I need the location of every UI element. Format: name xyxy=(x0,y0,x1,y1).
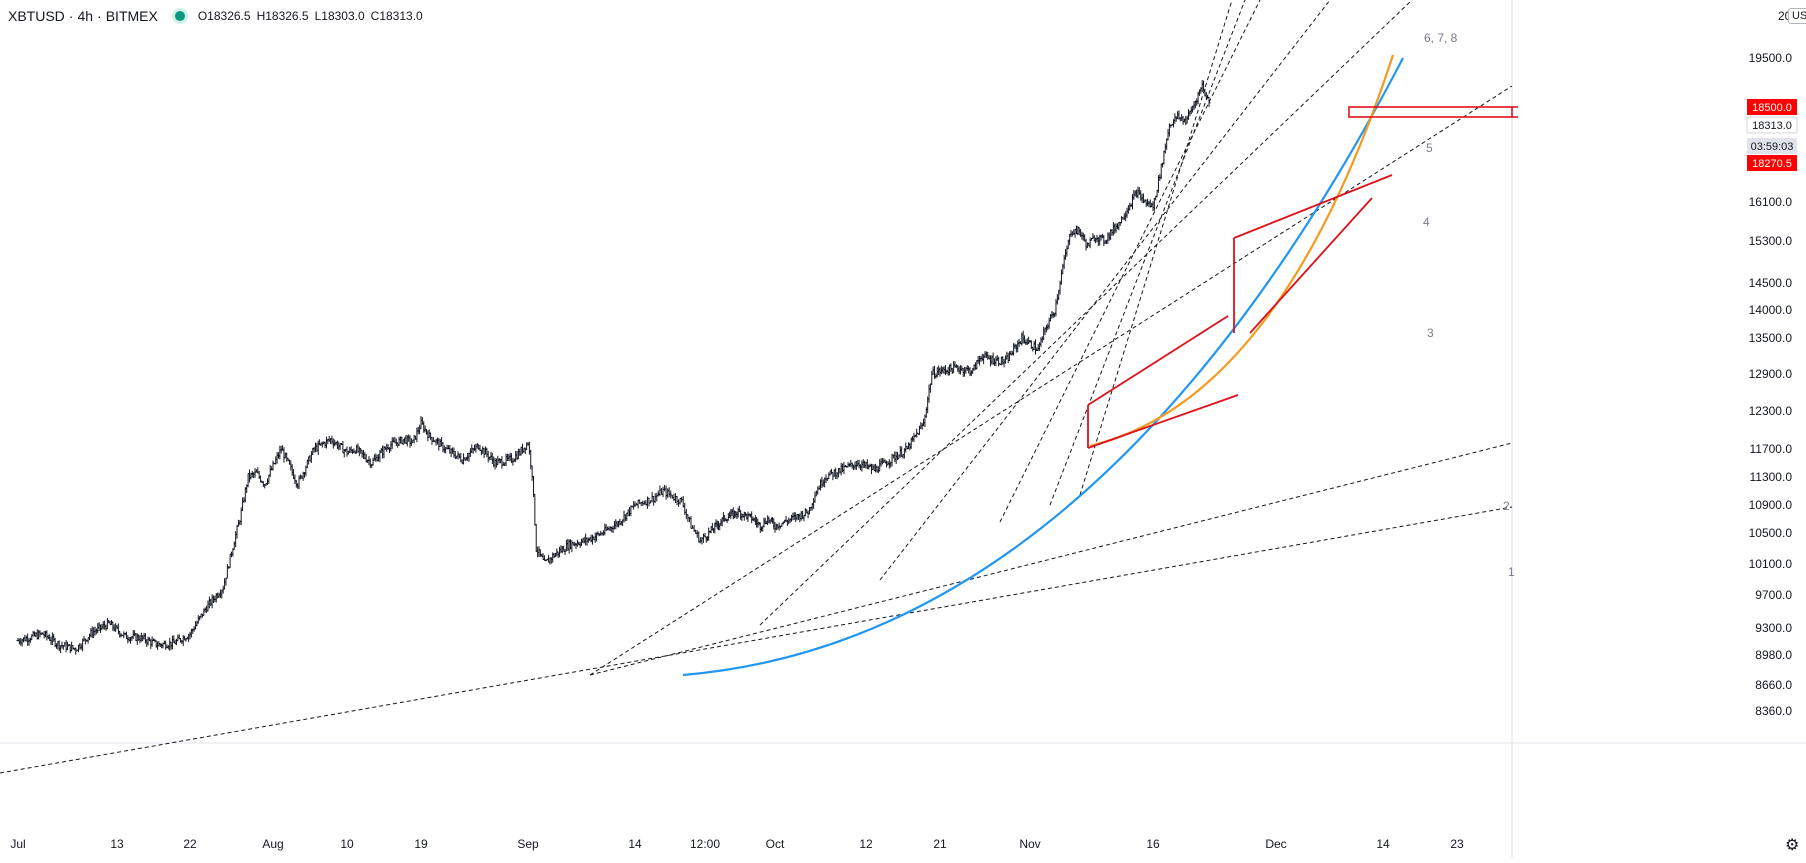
price-tick-label: 16100.0 xyxy=(1749,195,1793,209)
parabolic-arc-orange xyxy=(1089,54,1395,448)
price-tick-label: 8980.0 xyxy=(1755,648,1792,662)
price-badge xyxy=(1747,155,1797,171)
time-tick-label: Jul xyxy=(10,837,25,851)
candles-layer xyxy=(16,80,1211,655)
price-tick-label: 12900.0 xyxy=(1749,367,1793,381)
time-tick-label: 23 xyxy=(1450,837,1464,851)
price-tick-label: 9700.0 xyxy=(1755,588,1792,602)
time-tick-label: 19 xyxy=(414,837,428,851)
time-tick-label: 13 xyxy=(110,837,124,851)
price-badge-text: 18500.0 xyxy=(1752,102,1792,114)
fan-label: 3 xyxy=(1427,326,1434,340)
price-badges: 18500.0 18313.0 03:59:03 18270.5 xyxy=(1746,99,1798,171)
time-tick-label: 10 xyxy=(340,837,354,851)
fan-line-3 xyxy=(589,85,1513,676)
fan-line-6 xyxy=(999,0,1261,523)
price-tick-label: 14000.0 xyxy=(1749,303,1793,317)
channel-line xyxy=(1233,174,1393,239)
price-tick-label: 10500.0 xyxy=(1749,526,1793,540)
fan-line-1 xyxy=(0,506,1513,774)
ohlc-open: O18326.5 xyxy=(197,9,251,23)
time-tick-label: 21 xyxy=(933,837,947,851)
time-tick-label: 14 xyxy=(628,837,642,851)
time-tick-label: Oct xyxy=(766,837,785,851)
fan-label: 2 xyxy=(1503,499,1510,513)
gear-icon[interactable]: ⚙ xyxy=(1785,837,1800,854)
fan-line-4 xyxy=(759,0,1413,626)
price-tick-label: 11700.0 xyxy=(1750,442,1793,456)
time-tick-label: 22 xyxy=(183,837,197,851)
price-badge-text: 18270.5 xyxy=(1752,158,1792,170)
price-tick-label: 19500.0 xyxy=(1749,51,1793,65)
exchange-label: BITMEX xyxy=(105,8,158,24)
fan-line-8 xyxy=(1079,0,1233,496)
price-tick-label: 13500.0 xyxy=(1749,331,1793,345)
header-separator: · xyxy=(97,8,102,24)
price-tick-label: 14500.0 xyxy=(1749,276,1793,290)
price-tick-label: 12300.0 xyxy=(1749,404,1793,418)
price-tick-label: 10100.0 xyxy=(1749,557,1793,571)
ohlc-low: L18303.0 xyxy=(314,9,365,23)
time-tick-label: Dec xyxy=(1265,837,1286,851)
currency-button[interactable]: USD xyxy=(1788,8,1806,24)
fan-lines-layer: 1 2 3 4 5 6, 7, 8 xyxy=(0,0,1515,774)
price-tick-label: 10900.0 xyxy=(1749,498,1793,512)
symbol-header: XBTUSD · 4h · BITMEX O18326.5 H18326.5 L… xyxy=(8,8,423,24)
price-tick-label: 8360.0 xyxy=(1755,704,1792,718)
time-axis: Jul 13 22 Aug 10 19 Sep 14 12:00 Oct 12 21 Nov 16 Dec 1… xyxy=(10,837,1464,851)
time-tick-label: Nov xyxy=(1019,837,1040,851)
price-badge-text: 18313.0 xyxy=(1752,120,1792,132)
channel-line xyxy=(1249,197,1373,334)
countdown-text: 03:59:03 xyxy=(1751,141,1794,153)
fan-line-7 xyxy=(1049,0,1246,506)
price-badge xyxy=(1747,99,1797,115)
fan-label: 5 xyxy=(1426,141,1433,155)
time-tick-label: Sep xyxy=(517,837,539,851)
resistance-box xyxy=(1348,106,1513,118)
time-tick-label: Aug xyxy=(262,837,283,851)
market-status-icon xyxy=(171,8,188,24)
fan-label: 1 xyxy=(1508,565,1515,579)
fan-label: 6, 7, 8 xyxy=(1424,31,1458,45)
price-tick-label: 8660.0 xyxy=(1755,678,1792,692)
price-tick-label: 15300.0 xyxy=(1749,234,1793,248)
fan-label: 4 xyxy=(1423,215,1430,229)
price-badge xyxy=(1746,116,1798,134)
channel-layer xyxy=(1087,106,1518,449)
price-tick-label: 11300.0 xyxy=(1750,470,1793,484)
price-tick-label: 9300.0 xyxy=(1755,621,1792,635)
parabolic-arc-blue xyxy=(682,57,1404,677)
header-separator: · xyxy=(68,8,74,24)
ohlc-high: H18326.5 xyxy=(256,9,309,23)
channel-line xyxy=(1087,315,1229,406)
fan-line-5 xyxy=(879,0,1331,581)
arcs-layer xyxy=(682,54,1404,677)
time-tick-label: 12:00 xyxy=(690,837,720,851)
countdown-badge xyxy=(1747,138,1797,154)
ohlc-close: C18313.0 xyxy=(370,9,423,23)
price-axis: 19500.016900.016100.015300.014500.014000… xyxy=(1749,9,1793,718)
channel-line xyxy=(1087,394,1239,449)
fan-line-2 xyxy=(589,442,1513,676)
time-tick-label: 16 xyxy=(1146,837,1160,851)
time-tick-label: 12 xyxy=(859,837,873,851)
interval-label[interactable]: 4h xyxy=(77,8,94,24)
symbol-name[interactable]: XBTUSD xyxy=(8,8,65,24)
time-tick-label: 14 xyxy=(1376,837,1390,851)
